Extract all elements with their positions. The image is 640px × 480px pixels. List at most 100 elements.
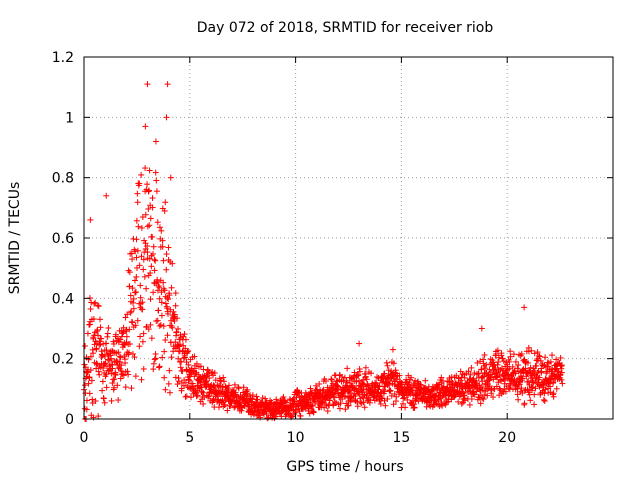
data-point — [438, 374, 445, 381]
data-point — [158, 299, 165, 306]
data-point — [117, 375, 124, 382]
data-point — [103, 340, 110, 347]
data-point — [558, 376, 565, 383]
data-point — [125, 267, 132, 274]
data-point — [191, 353, 198, 360]
data-point — [165, 380, 172, 387]
data-point — [482, 365, 489, 372]
data-point — [320, 386, 327, 393]
data-point — [199, 388, 206, 395]
data-point — [97, 316, 104, 323]
data-point — [83, 406, 90, 413]
data-point — [457, 377, 464, 384]
data-point — [525, 378, 532, 385]
data-point — [172, 290, 179, 297]
data-point — [310, 408, 317, 415]
data-point — [99, 387, 106, 394]
data-point — [140, 365, 147, 372]
data-point — [529, 384, 536, 391]
data-point — [126, 283, 133, 290]
data-point — [188, 394, 195, 401]
data-point — [324, 408, 331, 415]
data-point — [125, 349, 132, 356]
x-tick-label: 10 — [287, 430, 305, 446]
data-point — [105, 325, 112, 332]
data-point — [150, 243, 157, 250]
data-point — [87, 367, 94, 374]
data-point — [156, 224, 163, 231]
data-point — [82, 342, 89, 349]
data-point — [126, 341, 133, 348]
data-point — [114, 382, 121, 389]
data-point — [550, 379, 557, 386]
data-point — [541, 390, 548, 397]
data-point — [402, 404, 409, 411]
data-point — [96, 371, 103, 378]
data-point — [383, 359, 390, 366]
data-point — [458, 400, 465, 407]
data-point — [393, 393, 400, 400]
data-point — [489, 371, 496, 378]
data-point — [120, 372, 127, 379]
data-point — [542, 354, 549, 361]
data-point — [103, 347, 110, 354]
data-point — [518, 385, 525, 392]
data-point — [108, 370, 115, 377]
data-point — [218, 377, 225, 384]
data-point — [368, 370, 375, 377]
x-tick-label: 15 — [392, 430, 410, 446]
data-point — [531, 401, 538, 408]
data-point — [477, 400, 484, 407]
data-point — [346, 389, 353, 396]
data-point — [209, 368, 216, 375]
data-point — [356, 340, 363, 347]
data-point — [163, 114, 170, 121]
data-point — [494, 347, 501, 354]
data-point — [134, 190, 141, 197]
data-point — [83, 397, 90, 404]
data-point — [461, 374, 468, 381]
data-point — [527, 364, 534, 371]
data-point — [342, 384, 349, 391]
data-point — [162, 199, 169, 206]
y-tick-label: 0 — [65, 412, 74, 428]
data-point — [145, 326, 152, 333]
data-point — [134, 199, 141, 206]
data-point — [220, 374, 227, 381]
data-point — [146, 167, 153, 174]
data-point — [384, 395, 391, 402]
data-point — [309, 408, 316, 415]
data-point — [514, 365, 521, 372]
data-point — [123, 333, 130, 340]
data-point — [156, 364, 163, 371]
data-point — [328, 376, 335, 383]
data-point — [137, 294, 144, 301]
data-point — [182, 336, 189, 343]
data-point — [177, 364, 184, 371]
data-point — [211, 369, 218, 376]
data-point — [231, 381, 238, 388]
data-point — [154, 287, 161, 294]
data-point — [136, 343, 143, 350]
data-point — [115, 349, 122, 356]
data-point — [92, 299, 99, 306]
data-point — [225, 382, 232, 389]
data-point — [481, 351, 488, 358]
data-point — [194, 382, 201, 389]
data-point — [86, 374, 93, 381]
data-point — [165, 244, 172, 251]
data-point — [531, 350, 538, 357]
data-point — [166, 367, 173, 374]
data-point — [105, 356, 112, 363]
data-point — [235, 384, 242, 391]
data-point — [109, 365, 116, 372]
data-point — [145, 205, 152, 212]
data-point — [129, 285, 136, 292]
data-point — [133, 217, 140, 224]
data-point — [249, 392, 256, 399]
data-point — [169, 260, 176, 267]
data-point — [263, 410, 270, 417]
data-point — [495, 358, 502, 365]
data-point — [90, 350, 97, 357]
data-point — [240, 384, 247, 391]
